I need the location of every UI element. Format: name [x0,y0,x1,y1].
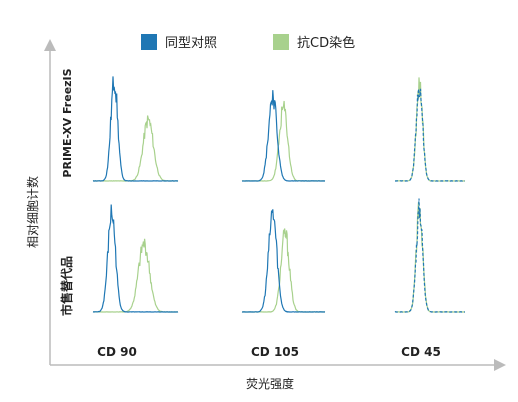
histogram-panels [92,76,466,313]
column-label-cd90: CD 90 [97,345,137,359]
histogram-isotype-r1-c1 [241,209,326,313]
row-label-prime-xv: PRIME-XV FreezIS [61,68,74,177]
histogram-stain-r1-c1 [242,228,325,313]
histogram-stain-r1-c2 [394,202,465,313]
histogram-isotype-r0-c2 [395,88,465,182]
legend: 同型对照 抗CD染色 [141,34,355,51]
column-label-cd45: CD 45 [401,345,441,359]
y-axis-label: 相对细胞计数 [25,176,40,248]
legend-label-isotype: 同型对照 [165,36,217,51]
histogram-stain-r0-c1 [241,100,325,182]
x-axis-label: 荧光强度 [246,376,294,391]
column-label-cd105: CD 105 [251,345,299,359]
histogram-stain-r0-c2 [395,77,466,182]
histogram-isotype-r0-c1 [242,90,326,182]
legend-label-stain: 抗CD染色 [297,35,355,51]
legend-swatch-stain [273,34,289,50]
histogram-isotype-r1-c2 [394,198,465,313]
legend-swatch-isotype [141,34,157,50]
histogram-stain-r1-c0 [92,238,179,313]
histogram-stain-r0-c0 [92,115,179,182]
histogram-isotype-r0-c0 [92,76,179,182]
histogram-isotype-r1-c0 [92,204,179,313]
row-label-commercial: 市售替代品 [59,256,74,316]
